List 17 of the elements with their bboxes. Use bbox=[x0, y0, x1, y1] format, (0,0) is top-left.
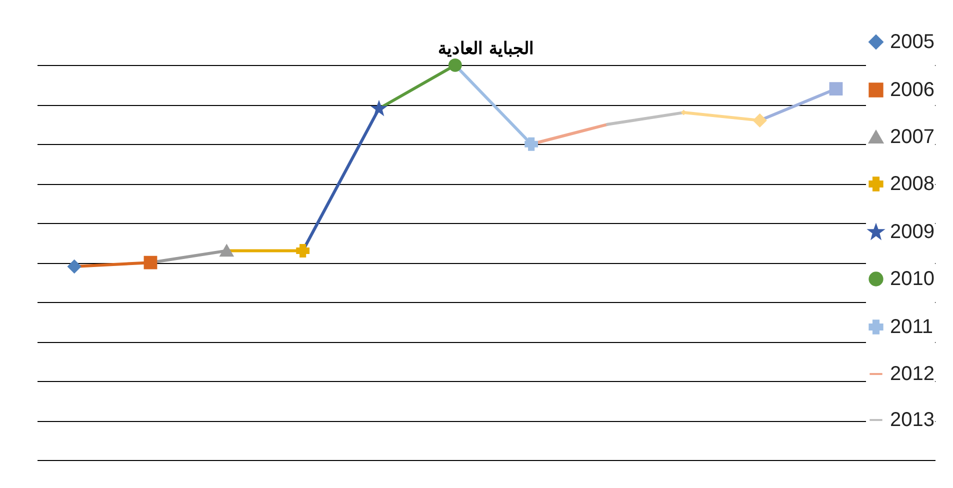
legend-label: 2008 bbox=[890, 173, 934, 195]
legend-label: 2011 bbox=[890, 316, 934, 338]
point bbox=[68, 260, 82, 274]
point bbox=[296, 244, 310, 258]
legend-label: 2012 bbox=[890, 363, 934, 385]
point bbox=[524, 137, 538, 151]
legend-label: 2009 bbox=[890, 221, 934, 243]
legend-label: 2010 bbox=[890, 268, 934, 290]
legend-label: 2005 bbox=[890, 31, 934, 53]
legend-label: 2013 bbox=[890, 409, 934, 431]
legend-label: 2007 bbox=[890, 126, 934, 148]
chart-title: الجباية العادية bbox=[438, 39, 534, 59]
legend-label: 2006 bbox=[890, 79, 934, 101]
point bbox=[448, 58, 462, 72]
point bbox=[372, 102, 386, 115]
point bbox=[144, 256, 158, 270]
point bbox=[829, 82, 843, 96]
